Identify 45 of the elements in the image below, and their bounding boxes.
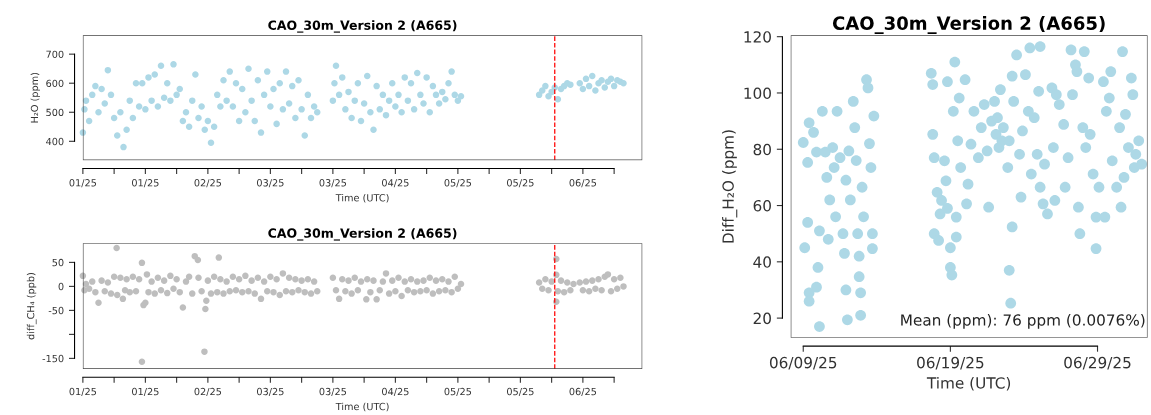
y-tick-label: 0	[58, 282, 64, 291]
annotation: Mean (ppm): 76 ppm (0.0076%)	[901, 313, 1145, 329]
y-axis-title: diff_CH₄ (ppb)	[26, 273, 37, 340]
x-tick-label: 05/25	[444, 179, 472, 188]
y-axis-title: Diff_H₂O (ppm)	[722, 130, 738, 243]
x-tick-label: 02/25	[194, 179, 222, 188]
x-tick-label: 04/25	[382, 179, 409, 188]
y-tick-label: 100	[744, 87, 771, 99]
y-tick-label: 20	[753, 312, 771, 325]
chart-title: CAO_30m_Version 2 (A665)	[268, 228, 457, 241]
x-tick-label: 06/25	[569, 179, 597, 188]
x-tick-label: 01/25	[69, 179, 97, 188]
x-tick-label: 02/25	[194, 387, 222, 396]
x-tick-label: 01/25	[132, 387, 159, 396]
x-tick-label: 03/25	[319, 387, 347, 396]
x-tick-label: 06/09/25	[769, 356, 837, 370]
x-tick-label: 05/25	[507, 387, 534, 396]
x-tick-label: 06/25	[569, 387, 597, 396]
y-tick-label: 50	[52, 258, 64, 267]
chart-title: CAO_30m_Version 2 (A665)	[832, 16, 1105, 34]
y-tick-label: 120	[744, 31, 771, 43]
y-tick-label: 700	[46, 50, 64, 58]
x-tick-label: 05/25	[507, 179, 534, 188]
x-axis-title: Time (UTC)	[926, 376, 1011, 391]
x-tick-label: 01/25	[69, 387, 97, 396]
x-tick-label: 06/29/25	[1064, 356, 1131, 370]
y-tick-label: -150	[42, 354, 64, 363]
x-tick-label: 06/19/25	[917, 356, 984, 370]
y-axis-title: H₂O (ppm)	[30, 72, 41, 123]
y-tick-label: -50	[48, 306, 64, 315]
y-tick-label: 80	[753, 143, 771, 156]
chart-title: CAO_30m_Version 2 (A665)	[268, 20, 457, 33]
x-axis-title: Time (UTC)	[335, 402, 389, 412]
y-tick-label: 500	[46, 108, 64, 117]
y-tick-label: 40	[753, 256, 771, 268]
x-tick-label: 01/25	[132, 179, 159, 188]
y-tick-label: 600	[46, 79, 64, 88]
x-tick-label: 03/25	[257, 387, 284, 396]
x-axis-title: Time (UTC)	[335, 193, 389, 203]
x-tick-label: 05/25	[444, 387, 472, 396]
x-tick-label: 03/25	[257, 179, 284, 188]
y-tick-label: 400	[46, 137, 64, 146]
x-tick-label: 04/25	[382, 387, 409, 396]
y-tick-label: 60	[753, 200, 771, 212]
x-tick-label: 03/25	[319, 179, 347, 188]
